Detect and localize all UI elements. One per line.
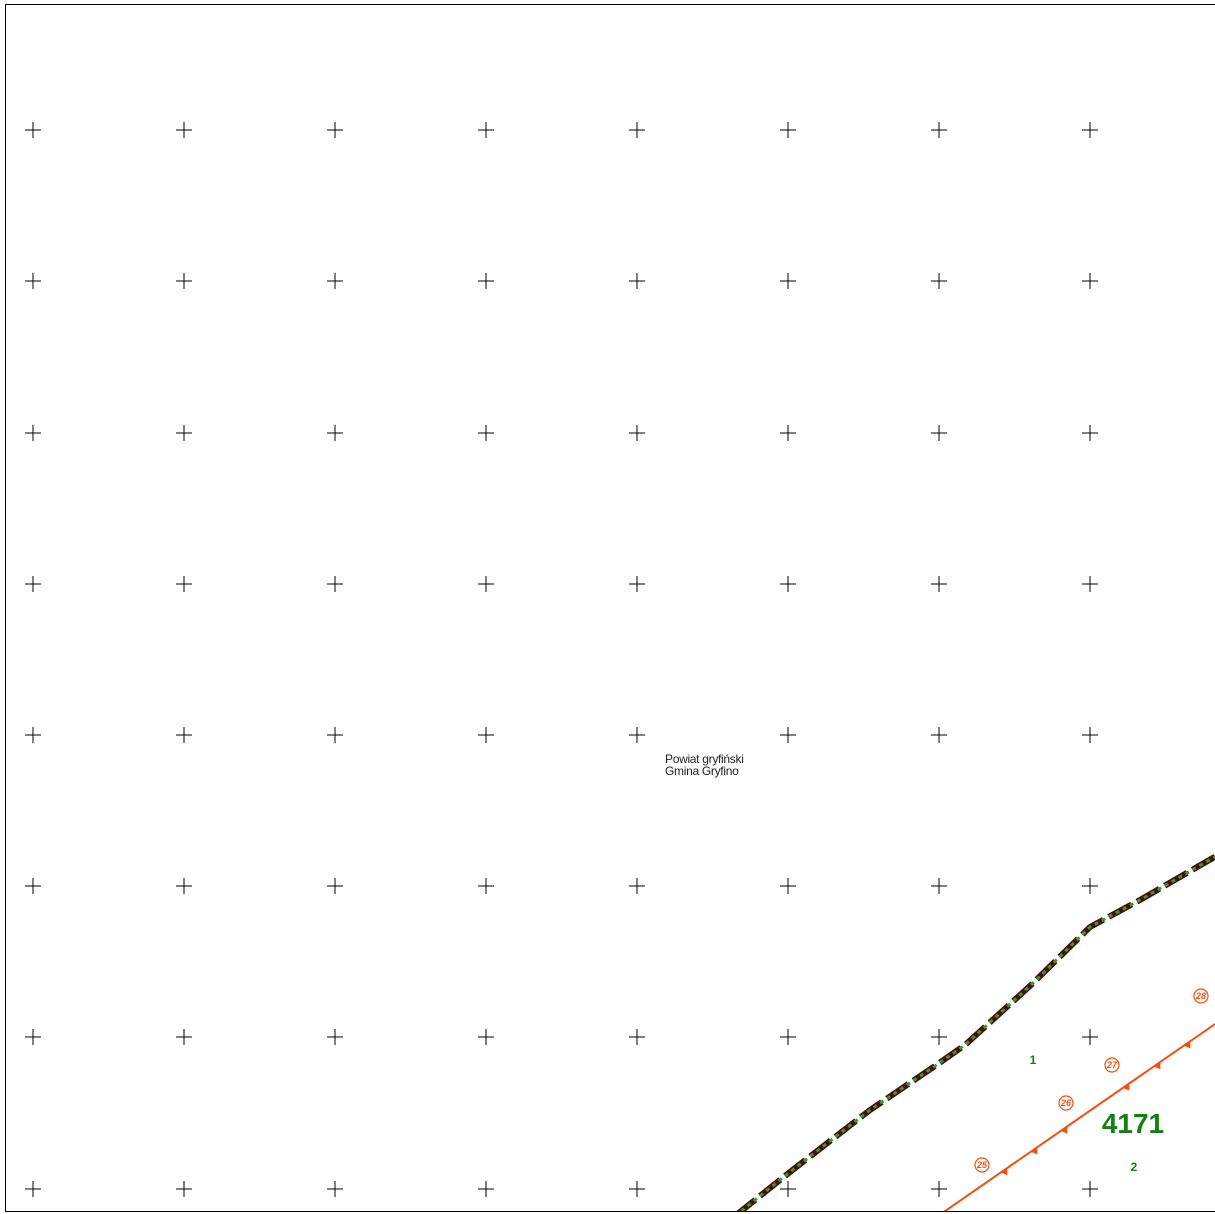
grid-cross bbox=[931, 122, 947, 138]
grid-cross bbox=[780, 425, 796, 441]
grid-cross bbox=[25, 727, 41, 743]
boundary-point-marker[interactable]: 25 bbox=[974, 1157, 990, 1173]
grid-cross bbox=[1082, 1181, 1098, 1197]
subparcel-label-1: 1 bbox=[1030, 1053, 1037, 1067]
grid-cross bbox=[176, 273, 192, 289]
grid-cross bbox=[629, 727, 645, 743]
grid-cross bbox=[1082, 122, 1098, 138]
grid-cross bbox=[931, 576, 947, 592]
grid-cross bbox=[780, 576, 796, 592]
grid-cross bbox=[780, 727, 796, 743]
grid-cross bbox=[931, 878, 947, 894]
grid-cross bbox=[478, 1029, 494, 1045]
grid-crosses bbox=[25, 122, 1098, 1197]
grid-cross bbox=[176, 576, 192, 592]
grid-cross bbox=[25, 122, 41, 138]
boundary-point-marker[interactable]: 28 bbox=[1193, 988, 1209, 1004]
grid-cross bbox=[931, 727, 947, 743]
grid-cross bbox=[327, 727, 343, 743]
grid-cross bbox=[780, 878, 796, 894]
grid-cross bbox=[327, 576, 343, 592]
grid-cross bbox=[1082, 727, 1098, 743]
grid-cross bbox=[780, 122, 796, 138]
grid-cross bbox=[1082, 576, 1098, 592]
boundary-point-circle bbox=[1104, 1057, 1120, 1073]
parcel-number[interactable]: 4171 bbox=[1102, 1108, 1164, 1139]
grid-cross bbox=[780, 1029, 796, 1045]
grid-cross bbox=[176, 1181, 192, 1197]
boundary-point-circle bbox=[974, 1157, 990, 1173]
grid-cross bbox=[629, 122, 645, 138]
grid-cross bbox=[931, 1181, 947, 1197]
grid-cross bbox=[176, 727, 192, 743]
grid-cross bbox=[1082, 425, 1098, 441]
subparcel-label-2: 2 bbox=[1131, 1160, 1138, 1174]
boundary-point-label: 28 bbox=[1195, 991, 1206, 1001]
grid-cross bbox=[629, 273, 645, 289]
grid-cross bbox=[780, 1181, 796, 1197]
boundary-tick bbox=[1030, 1147, 1038, 1155]
boundary-tick bbox=[1183, 1041, 1191, 1049]
boundary-point-label: 27 bbox=[1106, 1060, 1118, 1070]
map-frame[interactable] bbox=[5, 4, 1215, 1212]
powiat-label: Powiat gryfiński bbox=[665, 752, 744, 766]
grid-cross bbox=[327, 425, 343, 441]
grid-cross bbox=[478, 576, 494, 592]
grid-cross bbox=[931, 273, 947, 289]
grid-cross bbox=[931, 425, 947, 441]
grid-cross bbox=[1082, 878, 1098, 894]
gmina-label: Gmina Gryfino bbox=[665, 764, 739, 778]
boundary-tick bbox=[1122, 1083, 1130, 1091]
boundary-point-label: 25 bbox=[976, 1160, 988, 1170]
boundary-tick bbox=[1000, 1167, 1008, 1176]
grid-cross bbox=[629, 1029, 645, 1045]
grid-cross bbox=[629, 425, 645, 441]
grid-cross bbox=[478, 273, 494, 289]
grid-cross bbox=[478, 1181, 494, 1197]
grid-cross bbox=[478, 425, 494, 441]
grid-cross bbox=[478, 727, 494, 743]
boundary-point-marker[interactable]: 27 bbox=[1104, 1057, 1120, 1073]
grid-cross bbox=[478, 878, 494, 894]
grid-cross bbox=[327, 1029, 343, 1045]
grid-cross bbox=[25, 1181, 41, 1197]
grid-cross bbox=[25, 576, 41, 592]
grid-cross bbox=[176, 1029, 192, 1045]
grid-cross bbox=[1082, 273, 1098, 289]
boundary-point-circle bbox=[1193, 988, 1209, 1004]
grid-cross bbox=[327, 122, 343, 138]
grid-cross bbox=[327, 273, 343, 289]
boundary-point-circle bbox=[1058, 1095, 1074, 1111]
boundary-tick bbox=[1060, 1126, 1068, 1134]
grid-cross bbox=[1082, 1029, 1098, 1045]
grid-cross bbox=[176, 878, 192, 894]
grid-cross bbox=[629, 576, 645, 592]
grid-cross bbox=[327, 1181, 343, 1197]
grid-cross bbox=[25, 425, 41, 441]
grid-cross bbox=[25, 273, 41, 289]
grid-cross bbox=[629, 1181, 645, 1197]
grid-cross bbox=[25, 1029, 41, 1045]
grid-cross bbox=[25, 878, 41, 894]
grid-cross bbox=[176, 425, 192, 441]
grid-cross bbox=[931, 1029, 947, 1045]
grid-cross bbox=[780, 273, 796, 289]
boundary-point-marker[interactable]: 26 bbox=[1058, 1095, 1074, 1111]
boundary-point-label: 26 bbox=[1060, 1098, 1072, 1108]
grid-cross bbox=[327, 878, 343, 894]
boundary-tick bbox=[1153, 1061, 1161, 1070]
grid-cross bbox=[629, 878, 645, 894]
admin-boundary-line bbox=[736, 853, 1215, 1211]
grid-cross bbox=[478, 122, 494, 138]
grid-cross bbox=[176, 122, 192, 138]
admin-region-label: Powiat gryfiński Gmina Gryfino bbox=[665, 753, 744, 777]
parcel-boundary-line bbox=[943, 1022, 1215, 1211]
